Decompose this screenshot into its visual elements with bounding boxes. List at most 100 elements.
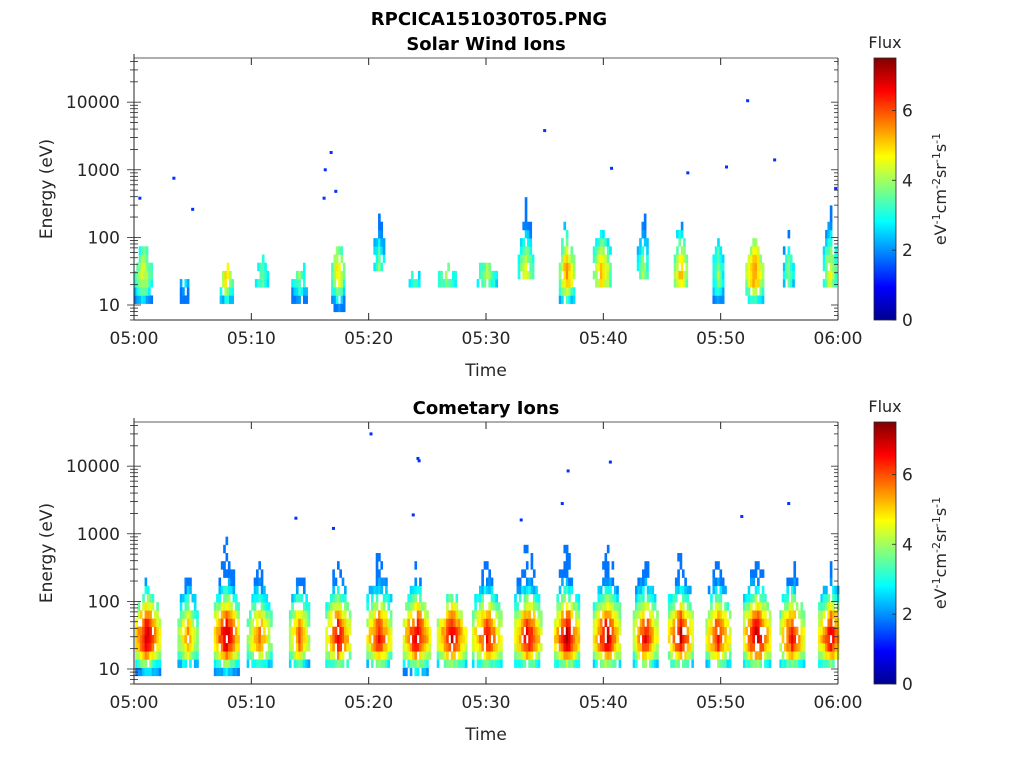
flux-cell — [483, 618, 487, 627]
flux-cell — [186, 626, 190, 636]
flux-cell — [595, 279, 598, 288]
flux-cell — [143, 279, 147, 288]
flux-cell — [561, 602, 564, 611]
flux-cell — [382, 577, 386, 587]
flux-cell — [789, 270, 793, 280]
flux-cell — [561, 238, 564, 247]
flux-cell — [153, 651, 157, 660]
flux-cell — [478, 585, 482, 595]
flux-cell — [742, 643, 746, 652]
flux-cell — [481, 585, 484, 595]
flux-cell — [423, 626, 427, 636]
y-axis-label: Energy (eV) — [37, 139, 57, 239]
flux-cell — [375, 254, 379, 263]
flux-cell — [829, 254, 833, 263]
flux-cell — [637, 651, 641, 660]
flux-cell — [565, 618, 569, 627]
flux-cell — [686, 651, 690, 660]
flux-cell — [144, 577, 148, 587]
flux-cell — [486, 270, 489, 280]
flux-cell — [223, 585, 226, 595]
flux-cell — [537, 651, 541, 660]
flux-cell — [387, 651, 391, 660]
flux-cell — [714, 279, 718, 288]
flux-cell — [606, 577, 610, 587]
flux-cell — [295, 287, 299, 296]
flux-cell — [300, 610, 304, 619]
flux-cell — [366, 618, 369, 627]
flux-cell — [719, 593, 723, 603]
flux-cell — [146, 643, 150, 652]
flux-cell — [293, 295, 297, 304]
flux-cell — [537, 610, 541, 619]
flux-cell — [333, 279, 337, 288]
flux-cell — [565, 659, 569, 668]
flux-cell — [604, 254, 608, 263]
flux-cell — [636, 254, 640, 263]
flux-cell — [786, 585, 790, 595]
flux-cell — [267, 618, 271, 627]
flux-cell — [156, 602, 159, 611]
flux-cell — [407, 626, 411, 636]
flux-cell — [253, 643, 257, 652]
flux-cell — [759, 602, 763, 611]
flux-cell — [609, 651, 612, 660]
flux-cell — [764, 610, 767, 619]
flux-cell — [535, 593, 538, 603]
flux-cell — [558, 643, 562, 652]
flux-cell — [151, 659, 155, 668]
flux-cell — [325, 643, 328, 652]
flux-cell — [750, 569, 753, 578]
flux-cell — [144, 634, 148, 644]
flux-cell — [227, 643, 231, 652]
flux-cell — [829, 610, 833, 619]
flux-cell — [757, 254, 760, 263]
flux-cell — [609, 279, 612, 288]
flux-cell — [686, 593, 690, 603]
flux-cell — [302, 610, 306, 619]
flux-cell — [341, 593, 345, 603]
flux-cell — [761, 279, 765, 288]
flux-cell — [646, 634, 650, 644]
flux-cell — [834, 593, 838, 603]
flux-cell — [613, 602, 617, 611]
flux-cell — [184, 651, 188, 660]
x-tick-label: 05:30 — [462, 329, 511, 349]
flux-cell — [754, 270, 758, 280]
flux-cell — [270, 618, 273, 627]
flux-cell — [565, 610, 569, 619]
flux-cell — [642, 659, 645, 668]
flux-cell — [651, 659, 655, 668]
flux-cell — [667, 593, 671, 603]
flux-cell — [686, 610, 690, 619]
flux-cell — [523, 602, 527, 611]
flux-cell — [385, 626, 388, 636]
flux-cell — [478, 659, 482, 668]
flux-cell — [179, 279, 183, 288]
flux-cell — [719, 279, 723, 288]
flux-cell — [597, 651, 601, 660]
flux-cell — [724, 634, 727, 644]
flux-cell — [670, 610, 673, 619]
flux-cell — [248, 618, 252, 627]
flux-cell — [822, 634, 826, 644]
flux-cell — [145, 254, 149, 263]
flux-cell — [232, 618, 236, 627]
isolated-count — [334, 189, 338, 193]
flux-cell — [302, 295, 306, 304]
isolated-count — [746, 99, 750, 103]
flux-cell — [568, 287, 571, 296]
flux-cell — [460, 626, 463, 636]
flux-cell — [216, 667, 219, 677]
flux-cell — [759, 651, 763, 660]
flux-cell — [717, 577, 720, 587]
flux-cell — [444, 270, 448, 280]
flux-cell — [405, 618, 408, 627]
colorbar-units: eV-1cm-2sr-1s-1 — [930, 133, 951, 245]
flux-cell — [822, 585, 826, 595]
flux-cell — [791, 610, 794, 619]
flux-cell — [253, 585, 257, 595]
flux-cell — [554, 634, 557, 644]
flux-cell — [672, 634, 676, 644]
